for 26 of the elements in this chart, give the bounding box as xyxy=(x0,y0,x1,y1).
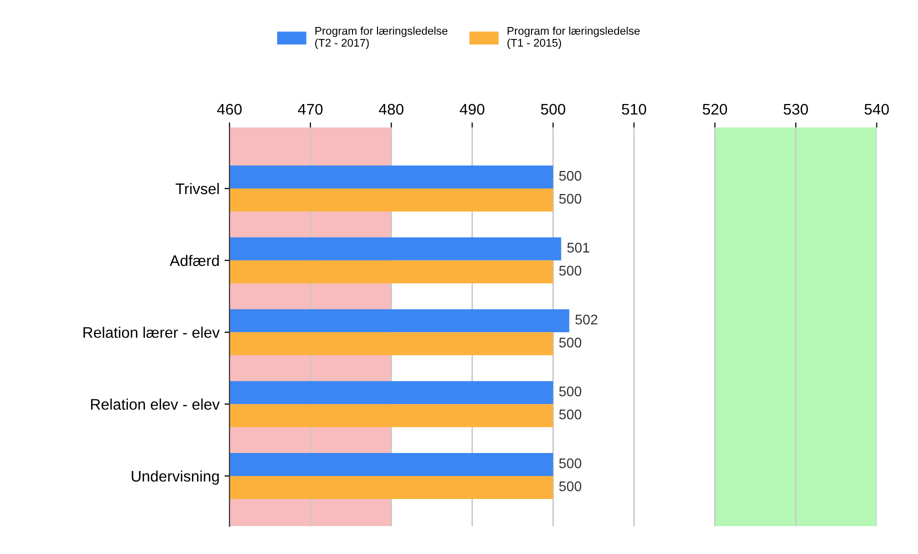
x-tick-label: 470 xyxy=(298,104,323,115)
x-tick-label: 480 xyxy=(378,104,404,115)
data-label: 502 xyxy=(575,314,598,324)
y-tick-label: Adfærd xyxy=(170,254,219,266)
x-tick-label: 510 xyxy=(622,104,646,115)
y-tick-label: Relation elev - elev xyxy=(91,398,220,410)
data-label: 500 xyxy=(559,266,582,276)
x-tick-label: 460 xyxy=(217,104,242,115)
x-tick-label: 520 xyxy=(702,104,728,115)
y-tick-label: Relation lærer - elev xyxy=(83,326,220,338)
x-tick-label: 530 xyxy=(784,104,808,115)
y-tick-label: Undervisning xyxy=(132,470,219,485)
x-tick-label: 500 xyxy=(540,104,566,115)
y-tick-label: Trivsel xyxy=(176,182,219,194)
data-label: 500 xyxy=(559,458,582,468)
x-tick-label: 540 xyxy=(864,104,889,115)
data-label: 500 xyxy=(559,481,582,492)
legend-label: Program for læringsledelse (T1 - 2015) xyxy=(507,26,640,49)
data-label: 500 xyxy=(559,386,582,396)
legend-label: Program for læringsledelse (T2 - 2017) xyxy=(315,26,448,49)
data-label: 501 xyxy=(567,242,590,253)
x-tick-label: 490 xyxy=(460,104,484,115)
data-label: 500 xyxy=(559,170,582,181)
data-label: 500 xyxy=(559,410,582,420)
data-label: 500 xyxy=(559,194,582,204)
data-label: 500 xyxy=(559,338,582,348)
